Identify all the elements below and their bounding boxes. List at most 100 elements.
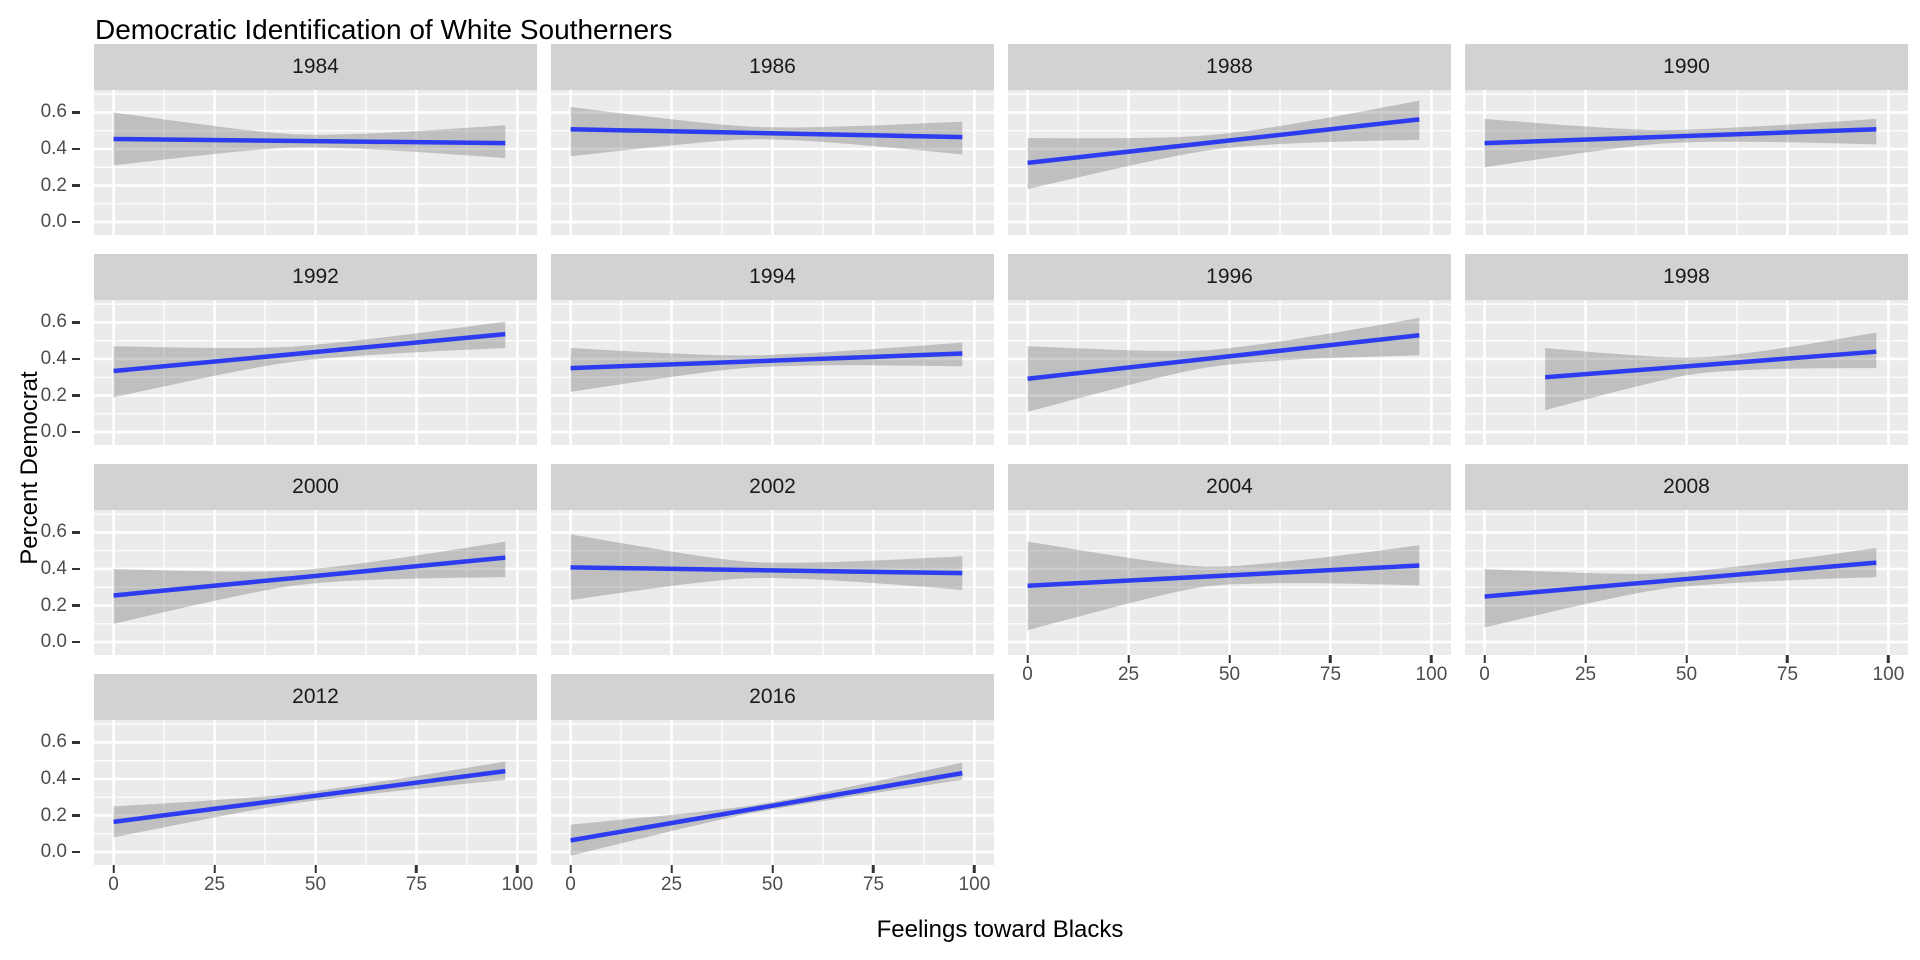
facet-year-label: 1994	[749, 265, 796, 288]
y-tick-mark	[72, 814, 80, 817]
x-tick-label: 75	[1319, 664, 1342, 685]
trend-line	[1544, 349, 1877, 380]
y-tick-mark	[72, 430, 80, 434]
y-tick-label: 0.6	[41, 100, 80, 124]
facet-panel	[1008, 300, 1451, 445]
facet-panel	[1465, 300, 1908, 445]
y-tick-label: 0.0	[41, 420, 80, 444]
facet-1984: 1984	[94, 44, 537, 235]
x-tick-mark	[1887, 655, 1890, 663]
facet-panel	[94, 90, 537, 235]
x-tick-label: 0	[1479, 664, 1490, 685]
y-tick-label: 0.6	[41, 730, 80, 754]
facet-strip: 1988	[1008, 44, 1451, 90]
x-tick-mark	[516, 865, 519, 873]
facet-strip: 1992	[94, 254, 537, 300]
x-tick-mark	[1026, 655, 1029, 663]
y-tick-mark	[72, 640, 80, 644]
trend-line	[570, 127, 963, 140]
facet-1990: 1990	[1465, 44, 1908, 235]
facet-strip: 2002	[551, 464, 994, 510]
y-tick-label: 0.0	[41, 210, 80, 234]
x-tick-mark	[213, 865, 216, 873]
facet-year-label: 2016	[749, 685, 796, 708]
confidence-band	[570, 762, 963, 856]
x-tick-mark	[1127, 655, 1130, 663]
y-tick-mark	[72, 567, 80, 571]
facet-1986: 1986	[551, 44, 994, 235]
x-tick-label: 75	[405, 874, 428, 895]
confidence-band	[1027, 541, 1420, 631]
y-tick-mark	[72, 850, 80, 854]
y-axis-labels: 0.6 0.4 0.2 0.0	[0, 674, 80, 865]
facet-panel	[1008, 90, 1451, 235]
facet-panel	[551, 300, 994, 445]
x-axis: 0 25 50 75 100	[94, 865, 537, 895]
x-tick-label: 50	[1218, 664, 1241, 685]
facet-panel	[1465, 90, 1908, 235]
facet-year-label: 2012	[292, 685, 339, 708]
x-tick-mark	[771, 865, 774, 873]
facet-strip: 1994	[551, 254, 994, 300]
x-tick-mark	[1430, 655, 1433, 663]
facet-year-label: 1986	[749, 55, 796, 78]
confidence-band	[1027, 317, 1420, 412]
confidence-band	[113, 541, 506, 624]
facet-panel	[551, 510, 994, 655]
trend-line	[1027, 563, 1420, 589]
facet-year-label: 2004	[1206, 475, 1253, 498]
facet-2000: 2000	[94, 464, 537, 655]
facet-panel	[551, 720, 994, 865]
facet-year-label: 1998	[1663, 265, 1710, 288]
facet-strip: 1990	[1465, 44, 1908, 90]
x-tick-label: 0	[108, 874, 119, 895]
x-tick-label: 100	[501, 874, 534, 895]
x-axis: 0 25 50 75 100	[1008, 655, 1451, 685]
confidence-band	[113, 761, 506, 838]
x-tick-mark	[1584, 655, 1587, 663]
x-tick-label: 50	[761, 874, 784, 895]
x-tick-label: 0	[565, 874, 576, 895]
x-tick-label: 25	[203, 874, 226, 895]
facet-year-label: 1984	[292, 55, 339, 78]
y-tick-label: 0.2	[41, 804, 80, 828]
y-tick-label: 0.2	[41, 174, 80, 198]
y-tick-label: 0.4	[41, 137, 80, 161]
y-tick-label: 0.6	[41, 520, 80, 544]
facet-strip: 2016	[551, 674, 994, 720]
facet-panel	[94, 720, 537, 865]
x-tick-label: 100	[1415, 664, 1448, 685]
trend-line	[570, 770, 963, 843]
facet-year-label: 1996	[1206, 265, 1253, 288]
facet-strip: 1984	[94, 44, 537, 90]
y-tick-mark	[72, 604, 80, 607]
y-axis-title: Percent Democrat	[16, 371, 43, 565]
y-tick-mark	[72, 394, 80, 397]
x-tick-mark	[872, 865, 875, 873]
y-tick-mark	[72, 220, 80, 224]
facet-panel	[1465, 510, 1908, 655]
y-tick-label: 0.0	[41, 840, 80, 864]
y-tick-label: 0.4	[41, 557, 80, 581]
facet-panel	[94, 300, 537, 445]
facet-2002: 2002	[551, 464, 994, 655]
x-tick-label: 50	[1675, 664, 1698, 685]
x-tick-mark	[1329, 655, 1332, 663]
x-axis: 0 25 50 75 100	[1465, 655, 1908, 685]
trend-line	[1027, 117, 1420, 166]
x-tick-mark	[1483, 655, 1486, 663]
x-tick-mark	[314, 865, 317, 873]
facet-strip: 2012	[94, 674, 537, 720]
x-tick-label: 100	[1872, 664, 1905, 685]
confidence-band	[1027, 100, 1420, 190]
y-tick-mark	[72, 147, 80, 151]
y-axis-labels: 0.6 0.4 0.2 0.0	[0, 254, 80, 445]
y-tick-label: 0.6	[41, 310, 80, 334]
y-tick-mark	[72, 111, 80, 114]
facet-strip: 1986	[551, 44, 994, 90]
y-tick-mark	[72, 357, 80, 361]
trend-line	[1027, 333, 1420, 381]
facet-1992: 1992	[94, 254, 537, 445]
facet-strip: 2004	[1008, 464, 1451, 510]
x-axis-title: Feelings toward Blacks	[876, 916, 1124, 943]
